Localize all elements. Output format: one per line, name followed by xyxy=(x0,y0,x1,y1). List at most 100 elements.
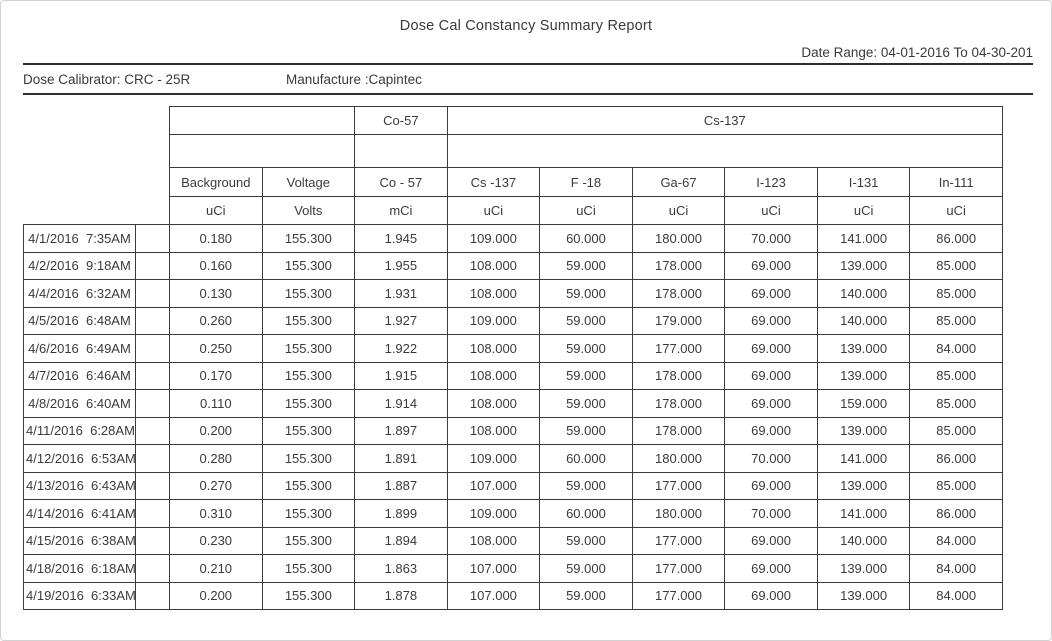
value-cell: 59.000 xyxy=(539,554,633,583)
value-cell: 178.000 xyxy=(631,361,726,390)
value-cell: 70.000 xyxy=(724,499,818,528)
value-cell: 69.000 xyxy=(724,279,818,308)
table-row: 4/18/2016 6:18AM 0.210 155.300 1.863 107.000… xyxy=(23,554,1003,583)
gap-cell xyxy=(135,444,170,473)
col-header-i131: I-131 xyxy=(816,167,911,197)
value-cell: 107.000 xyxy=(446,471,541,500)
unit-cell: uCi xyxy=(631,196,726,225)
value-cell: 85.000 xyxy=(909,389,1003,418)
table-row: 4/15/2016 6:38AM 0.230 155.300 1.894 108.000… xyxy=(23,526,1003,555)
value-cell: 155.300 xyxy=(261,334,356,363)
value-cell: 109.000 xyxy=(446,444,541,473)
value-cell: 59.000 xyxy=(539,361,633,390)
gap-cell xyxy=(135,361,170,390)
date-time-cell: 4/7/2016 6:46AM xyxy=(23,361,136,390)
gap-cell xyxy=(135,224,170,253)
value-cell: 178.000 xyxy=(631,416,726,445)
value-cell: 0.260 xyxy=(169,306,263,335)
date-time-cell: 4/2/2016 9:18AM xyxy=(23,251,136,280)
header-divider xyxy=(23,63,1033,65)
unit-cell: uCi xyxy=(724,196,818,225)
value-cell: 1.894 xyxy=(354,526,448,555)
gap-cell xyxy=(135,416,170,445)
value-cell: 108.000 xyxy=(446,279,541,308)
empty-cell xyxy=(168,134,356,168)
gap-cell xyxy=(135,554,170,583)
value-cell: 86.000 xyxy=(909,499,1003,528)
date-time-cell: 4/5/2016 6:48AM xyxy=(23,306,136,335)
value-cell: 139.000 xyxy=(816,471,911,500)
date-time-cell: 4/18/2016 6:18AM xyxy=(23,554,136,583)
value-cell: 70.000 xyxy=(724,224,818,253)
unit-row: uCi Volts mCi uCi uCi uCi uCi uCi uCi xyxy=(24,196,1003,225)
value-cell: 155.300 xyxy=(261,251,356,280)
value-cell: 0.130 xyxy=(169,279,263,308)
value-cell: 0.280 xyxy=(169,444,263,473)
info-divider xyxy=(23,93,1033,95)
value-cell: 108.000 xyxy=(446,389,541,418)
value-cell: 141.000 xyxy=(816,499,911,528)
value-cell: 1.897 xyxy=(354,416,448,445)
table-row: 4/6/2016 6:49AM 0.250 155.300 1.922 108.000 5… xyxy=(23,334,1003,363)
value-cell: 155.300 xyxy=(261,361,356,390)
value-cell: 141.000 xyxy=(816,224,911,253)
value-cell: 1.891 xyxy=(354,444,448,473)
dose-calibrator-label: Dose Calibrator: CRC - 25R xyxy=(23,72,191,87)
value-cell: 155.300 xyxy=(261,554,356,583)
value-cell: 155.300 xyxy=(261,224,356,253)
value-cell: 69.000 xyxy=(724,306,818,335)
col-header-background: Background xyxy=(169,167,263,197)
value-cell: 0.270 xyxy=(169,471,263,500)
gap-cell xyxy=(135,251,170,280)
value-cell: 139.000 xyxy=(816,334,911,363)
col-header-co57: Co - 57 xyxy=(354,167,448,197)
value-cell: 109.000 xyxy=(446,499,541,528)
table-header: Co-57 Cs-137 Background Voltage Co - 57 … xyxy=(24,106,1004,225)
value-cell: 140.000 xyxy=(816,306,911,335)
column-name-row: Background Voltage Co - 57 Cs -137 F -18… xyxy=(24,167,1003,197)
value-cell: 109.000 xyxy=(446,224,541,253)
date-time-cell: 4/14/2016 6:41AM xyxy=(23,499,136,528)
value-cell: 85.000 xyxy=(909,471,1003,500)
value-cell: 155.300 xyxy=(261,471,356,500)
value-cell: 69.000 xyxy=(724,361,818,390)
unit-cell: uCi xyxy=(446,196,541,225)
value-cell: 60.000 xyxy=(539,444,633,473)
empty-header-row xyxy=(24,134,1004,168)
value-cell: 107.000 xyxy=(446,554,541,583)
value-cell: 108.000 xyxy=(446,251,541,280)
header-spacer xyxy=(24,168,170,197)
date-time-cell: 4/13/2016 6:43AM xyxy=(23,471,136,500)
gap-cell xyxy=(135,279,170,308)
value-cell: 69.000 xyxy=(724,389,818,418)
value-cell: 84.000 xyxy=(909,334,1003,363)
value-cell: 1.922 xyxy=(354,334,448,363)
value-cell: 180.000 xyxy=(631,499,726,528)
empty-cell xyxy=(354,134,448,168)
value-cell: 179.000 xyxy=(631,306,726,335)
table-row: 4/1/2016 7:35AM 0.180 155.300 1.945 109.000 6… xyxy=(23,224,1003,253)
value-cell: 109.000 xyxy=(446,306,541,335)
value-cell: 1.945 xyxy=(354,224,448,253)
group-cs137-cell: Cs-137 xyxy=(446,106,1004,135)
value-cell: 1.914 xyxy=(354,389,448,418)
value-cell: 155.300 xyxy=(261,526,356,555)
value-cell: 159.000 xyxy=(816,389,911,418)
unit-cell: uCi xyxy=(169,196,263,225)
value-cell: 59.000 xyxy=(539,581,633,610)
isotope-group-row: Co-57 Cs-137 xyxy=(24,106,1004,135)
value-cell: 69.000 xyxy=(724,581,818,610)
date-time-cell: 4/11/2016 6:28AM xyxy=(23,416,136,445)
value-cell: 139.000 xyxy=(816,554,911,583)
value-cell: 0.170 xyxy=(169,361,263,390)
unit-cell: uCi xyxy=(539,196,633,225)
empty-cell xyxy=(446,134,1004,168)
value-cell: 59.000 xyxy=(539,306,633,335)
date-time-cell: 4/19/2016 6:33AM xyxy=(23,581,136,610)
table-body: 4/1/2016 7:35AM 0.180 155.300 1.945 109.000 6… xyxy=(23,224,1003,610)
date-range-label: Date Range: 04-01-2016 To 04-30-201 xyxy=(801,45,1033,60)
value-cell: 69.000 xyxy=(724,526,818,555)
value-cell: 59.000 xyxy=(539,389,633,418)
date-time-cell: 4/8/2016 6:40AM xyxy=(23,389,136,418)
value-cell: 155.300 xyxy=(261,389,356,418)
